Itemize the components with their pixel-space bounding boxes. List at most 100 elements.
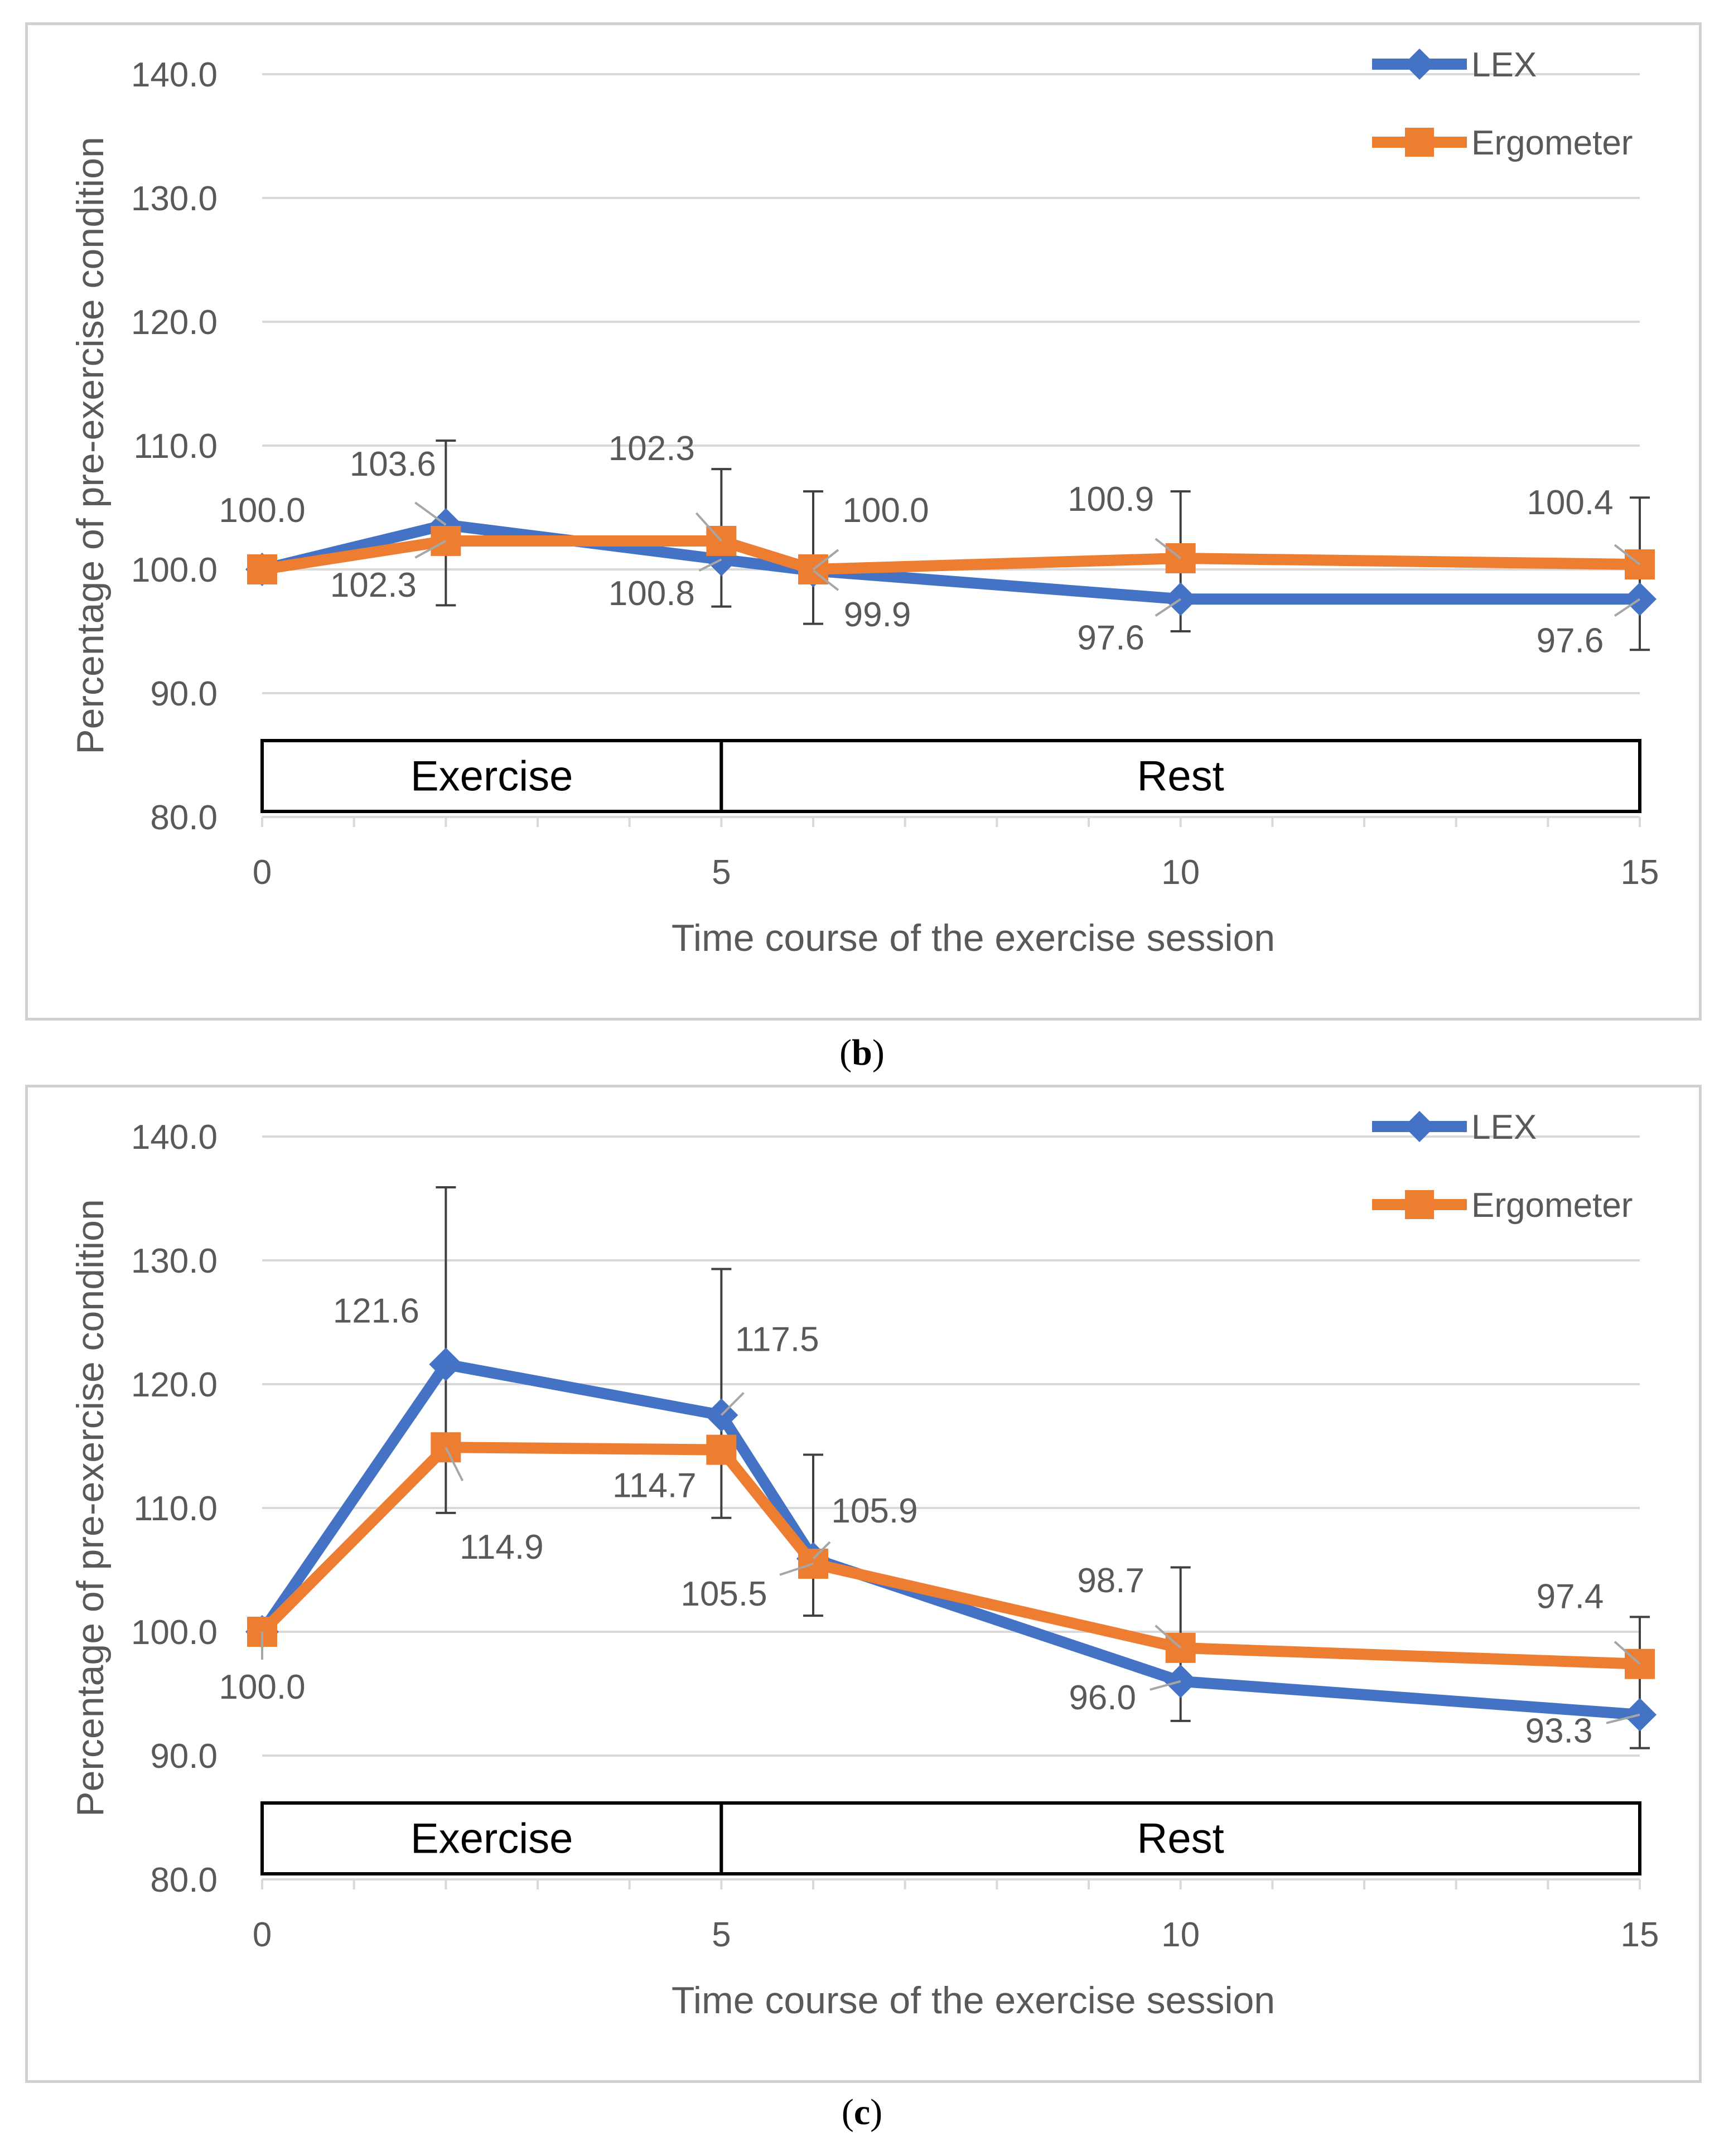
data-label-leader xyxy=(1614,1641,1641,1665)
x-tick-label: 0 xyxy=(253,853,272,892)
data-label: 97.6 xyxy=(1537,621,1604,660)
caption-c-close: ) xyxy=(870,2092,883,2133)
y-tick-label: 110.0 xyxy=(133,1490,218,1528)
data-label: 102.3 xyxy=(609,429,695,468)
series-line-ergometer xyxy=(258,1442,1640,1670)
panel-caption-c: (c) xyxy=(0,2091,1724,2134)
series-lex xyxy=(245,1347,1657,1732)
data-label: 97.4 xyxy=(1537,1578,1604,1616)
phase-label-rest: Rest xyxy=(1137,1815,1224,1863)
data-labels: 100.0 103.6 102.3 102.3 100.8 100.0 99.9 100.9 9… xyxy=(219,429,1641,660)
data-label: 93.3 xyxy=(1525,1712,1593,1751)
phase-label-rest: Rest xyxy=(1137,753,1224,800)
legend: LEX Ergometer xyxy=(1372,46,1633,162)
x-axis-title: Time course of the exercise session xyxy=(672,917,1275,959)
data-label: 117.5 xyxy=(735,1321,819,1359)
y-tick-label: 90.0 xyxy=(150,675,218,713)
x-axis-title: Time course of the exercise session xyxy=(672,1979,1275,2022)
data-label: 100.0 xyxy=(842,491,929,530)
data-label-leader xyxy=(812,1541,831,1560)
data-label: 103.6 xyxy=(350,445,436,484)
data-label-leader xyxy=(1155,598,1181,617)
data-label-leader xyxy=(1150,1680,1181,1691)
phase-label-exercise: Exercise xyxy=(411,1815,573,1863)
legend-marker-square-icon xyxy=(1405,128,1434,157)
phase-box-exercise xyxy=(260,739,723,813)
data-labels: 100.0 121.6 114.9 117.5 114.7 105.9 105.5 98.7 9… xyxy=(219,1292,1641,1751)
legend-marker-diamond-icon xyxy=(1404,1111,1435,1142)
data-label-leader xyxy=(812,549,839,571)
legend-marker-diamond-icon xyxy=(1404,49,1435,80)
data-label-leader xyxy=(445,1447,464,1482)
caption-b-letter: b xyxy=(852,1032,872,1073)
phase-box-rest xyxy=(719,1801,1641,1875)
y-tick-label: 80.0 xyxy=(150,1861,218,1899)
data-point-ergometer xyxy=(247,554,277,584)
data-label: 100.0 xyxy=(219,491,305,530)
phase-band: Exercise Rest xyxy=(260,739,1641,813)
data-point-lex xyxy=(429,1347,463,1381)
caption-c-open: ( xyxy=(841,2092,854,2133)
x-tick-label: 15 xyxy=(1621,1916,1659,1954)
panel-caption-b: (b) xyxy=(0,1032,1724,1074)
y-tick-label: 130.0 xyxy=(131,1242,218,1280)
legend-label-lex: LEX xyxy=(1471,46,1537,84)
caption-b-close: ) xyxy=(872,1032,885,1073)
phase-band: Exercise Rest xyxy=(260,1801,1641,1875)
x-tick-label: 5 xyxy=(712,853,731,892)
caption-c-letter: c xyxy=(853,2092,871,2133)
x-tick-label: 0 xyxy=(253,1916,272,1954)
data-label: 100.8 xyxy=(609,574,695,613)
legend-label-ergometer: Ergometer xyxy=(1471,124,1633,162)
data-label-leader xyxy=(414,540,447,559)
data-label: 105.5 xyxy=(680,1575,767,1613)
y-tick-label: 120.0 xyxy=(131,303,218,342)
data-point-ergometer xyxy=(706,1434,737,1465)
data-label: 121.6 xyxy=(333,1292,419,1330)
y-axis-title: Percentage of pre-exercise condition xyxy=(69,1199,112,1817)
data-label-leader xyxy=(1155,1625,1181,1649)
data-label: 102.3 xyxy=(330,566,417,605)
series-ergometer xyxy=(247,1432,1655,1679)
caption-b-open: ( xyxy=(839,1032,852,1073)
x-tick-label: 15 xyxy=(1621,853,1659,892)
legend: LEX Ergometer xyxy=(1372,1108,1633,1225)
y-tick-label: 100.0 xyxy=(131,551,218,589)
series-line-lex xyxy=(260,519,1640,605)
phase-label-exercise: Exercise xyxy=(411,753,573,800)
gridlines xyxy=(262,73,1640,818)
data-label: 97.6 xyxy=(1077,618,1144,657)
y-tick-label: 90.0 xyxy=(150,1737,218,1776)
y-tick-label: 140.0 xyxy=(131,56,218,94)
series-ergometer xyxy=(247,525,1655,584)
x-tick-label: 10 xyxy=(1161,1916,1200,1954)
data-label-leader xyxy=(1614,544,1641,565)
data-label-leader xyxy=(1614,598,1641,617)
data-label: 114.7 xyxy=(612,1467,697,1505)
data-label-leader xyxy=(1155,538,1181,559)
data-label-leader xyxy=(720,1392,745,1416)
data-label-leader xyxy=(812,569,839,591)
data-label-leader xyxy=(695,512,722,542)
data-label-leader xyxy=(698,558,722,572)
data-label: 100.9 xyxy=(1068,480,1154,519)
y-tick-label: 130.0 xyxy=(131,180,218,218)
series-line-lex xyxy=(257,1359,1640,1720)
data-label: 105.9 xyxy=(831,1492,917,1530)
data-label: 96.0 xyxy=(1069,1679,1136,1717)
y-tick-label: 140.0 xyxy=(131,1118,218,1157)
data-label: 98.7 xyxy=(1077,1562,1144,1600)
y-tick-label: 110.0 xyxy=(133,427,218,466)
data-label-leader xyxy=(1606,1713,1640,1724)
legend-label-ergometer: Ergometer xyxy=(1471,1186,1633,1225)
gridlines xyxy=(262,1135,1640,1881)
data-label-leader xyxy=(414,501,447,526)
phase-box-exercise xyxy=(260,1801,723,1875)
data-label: 114.9 xyxy=(460,1528,544,1567)
y-axis-title: Percentage of pre-exercise condition xyxy=(69,137,112,755)
x-tick-label: 10 xyxy=(1161,853,1200,892)
data-label: 100.0 xyxy=(219,1668,305,1707)
data-label-leader xyxy=(779,1563,814,1576)
